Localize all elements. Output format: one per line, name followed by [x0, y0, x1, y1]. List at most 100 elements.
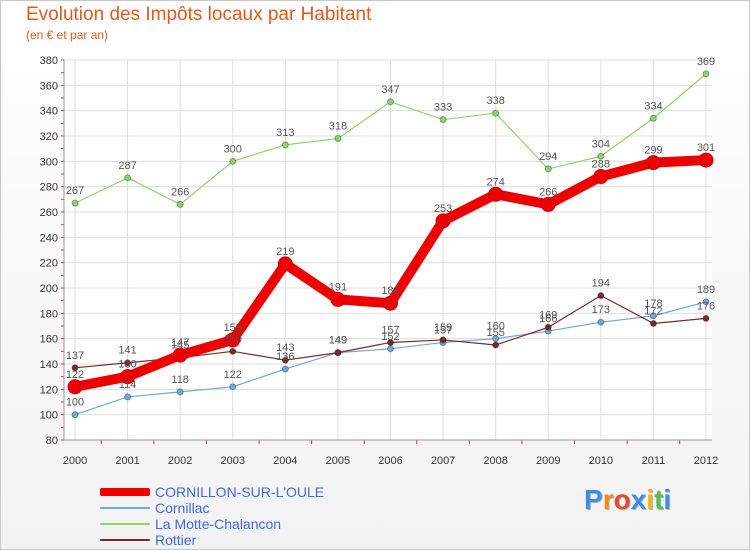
- data-label: 194: [592, 278, 610, 290]
- data-label: 149: [329, 335, 347, 347]
- y-tick-label: 380: [40, 55, 58, 67]
- data-label: 169: [539, 309, 557, 321]
- data-label: 122: [66, 369, 84, 381]
- data-point: [281, 365, 289, 373]
- legend-label-rottier: Rottier: [155, 532, 197, 548]
- data-label: 114: [119, 379, 137, 391]
- data-label: 274: [486, 176, 504, 188]
- data-label: 130: [118, 359, 136, 371]
- data-label: 159: [224, 322, 242, 334]
- data-label: 299: [644, 145, 662, 157]
- data-label: 313: [276, 127, 294, 139]
- data-point: [387, 345, 394, 353]
- data-label: 178: [644, 298, 662, 310]
- data-label: 219: [276, 246, 294, 258]
- proxiti-logo: Proxiti: [584, 484, 671, 516]
- x-tick-label: 2004: [273, 455, 297, 467]
- logo-letter: P: [584, 484, 603, 515]
- data-point: [649, 319, 657, 327]
- data-label: 159: [434, 322, 452, 334]
- data-label: 141: [118, 345, 136, 357]
- data-label: 137: [66, 350, 84, 362]
- data-point: [71, 364, 79, 372]
- data-point: [540, 196, 556, 212]
- data-point: [229, 347, 237, 355]
- data-label: 149: [329, 335, 347, 347]
- data-point: [334, 135, 342, 143]
- logo-letter: x: [630, 484, 647, 515]
- data-point: [124, 174, 132, 182]
- data-point: [488, 186, 504, 202]
- data-point: [439, 336, 447, 344]
- data-point: [120, 369, 136, 385]
- legend-swatch-cornillon: [100, 488, 150, 496]
- data-point: [492, 335, 500, 343]
- data-label: 176: [697, 300, 715, 312]
- y-tick-label: 340: [40, 106, 58, 118]
- data-label: 145: [171, 340, 189, 352]
- data-label: 191: [329, 281, 347, 293]
- data-point: [597, 292, 605, 300]
- data-point: [67, 379, 83, 395]
- x-tick-label: 2009: [536, 455, 560, 467]
- data-point: [383, 295, 398, 311]
- data-point: [71, 199, 79, 207]
- data-label: 334: [644, 100, 662, 112]
- data-label: 369: [697, 56, 715, 68]
- data-label: 267: [66, 185, 84, 197]
- y-tick-label: 200: [40, 283, 58, 295]
- data-label: 347: [381, 84, 399, 96]
- data-point: [649, 312, 657, 320]
- x-tick-label: 2011: [642, 455, 666, 467]
- data-point: [597, 318, 605, 326]
- data-label: 300: [224, 143, 242, 155]
- x-tick-label: 2007: [431, 455, 455, 467]
- x-tick-label: 2000: [63, 455, 87, 467]
- data-label: 301: [697, 142, 715, 154]
- data-point: [649, 114, 657, 122]
- data-point: [334, 349, 342, 357]
- x-tick-label: 2003: [221, 455, 245, 467]
- x-tick-label: 2001: [115, 455, 139, 467]
- data-point: [172, 347, 188, 363]
- data-label: 266: [171, 186, 189, 198]
- x-tick-label: 2002: [168, 455, 192, 467]
- data-label: 172: [644, 305, 662, 317]
- data-label: 294: [539, 151, 557, 163]
- data-point: [176, 200, 184, 208]
- y-tick-label: 120: [40, 384, 58, 396]
- data-label: 189: [697, 284, 715, 296]
- data-label: 166: [539, 313, 557, 325]
- data-label: 122: [224, 369, 242, 381]
- data-point: [387, 98, 394, 106]
- data-point: [492, 341, 500, 349]
- data-label: 157: [434, 324, 452, 336]
- x-tick-label: 2006: [378, 455, 402, 467]
- y-tick-label: 320: [40, 131, 58, 143]
- chart-title: Evolution des Impôts locaux par Habitant: [26, 4, 372, 25]
- logo-letter: i: [663, 484, 672, 515]
- data-point: [645, 155, 661, 171]
- data-label: 338: [486, 95, 504, 107]
- x-tick-label: 2008: [483, 455, 507, 467]
- legend-label-la-motte: La Motte-Chalancon: [155, 516, 282, 532]
- data-point: [225, 332, 241, 348]
- data-label: 150: [224, 333, 242, 345]
- chart-subtitle: (en € et par an): [26, 28, 109, 42]
- data-point: [176, 388, 184, 396]
- y-tick-label: 180: [40, 308, 58, 320]
- y-tick-label: 80: [46, 435, 58, 447]
- data-point: [492, 109, 500, 117]
- x-tick-label: 2012: [694, 455, 718, 467]
- logo-letter: i: [646, 484, 655, 515]
- data-label: 136: [276, 351, 294, 363]
- plot-area: [64, 60, 712, 440]
- data-label: 318: [329, 121, 347, 133]
- data-label: 333: [434, 102, 452, 114]
- data-point: [698, 152, 714, 168]
- data-label: 152: [381, 331, 399, 343]
- data-label: 160: [486, 321, 504, 333]
- y-tick-label: 300: [40, 156, 58, 168]
- data-point: [597, 152, 605, 160]
